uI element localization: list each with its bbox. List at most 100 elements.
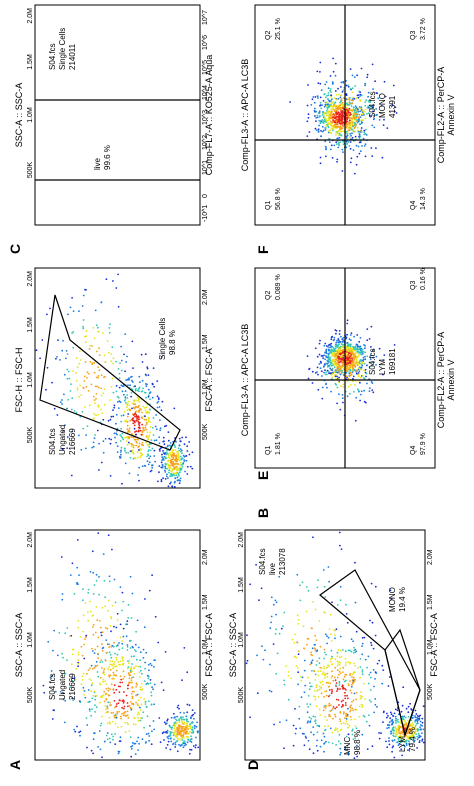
event-dot	[133, 407, 135, 409]
event-dot	[416, 715, 419, 717]
event-dot	[79, 384, 81, 387]
event-dot	[394, 106, 397, 109]
event-dot	[359, 381, 361, 384]
event-dot	[181, 726, 184, 728]
event-dot	[335, 706, 338, 708]
event-dot	[68, 635, 71, 638]
event-dot	[127, 687, 129, 690]
event-dot	[355, 698, 357, 701]
event-dot	[349, 673, 352, 675]
event-dot	[312, 715, 315, 718]
event-dot	[96, 429, 99, 432]
event-dot	[176, 706, 179, 709]
event-dot	[162, 689, 165, 691]
event-dot	[149, 398, 151, 400]
event-dot	[131, 681, 134, 684]
event-dot	[170, 473, 173, 476]
event-dot	[126, 721, 129, 724]
event-dot	[154, 425, 157, 428]
event-dot	[130, 748, 133, 750]
event-dot	[159, 419, 161, 421]
event-dot	[353, 109, 355, 112]
event-dot	[147, 374, 150, 376]
event-dot	[152, 367, 155, 369]
panel-d-count: 213078	[278, 548, 287, 575]
event-dot	[49, 307, 51, 310]
event-dot	[354, 125, 357, 128]
event-dot	[114, 436, 116, 439]
event-dot	[354, 113, 357, 115]
event-dot	[189, 465, 192, 468]
event-dot	[150, 703, 153, 706]
event-dot	[110, 683, 113, 686]
event-dot	[165, 457, 168, 460]
event-dot	[135, 682, 138, 685]
event-dot	[116, 653, 119, 656]
event-dot	[339, 141, 342, 144]
event-dot	[105, 278, 108, 281]
event-dot	[77, 651, 80, 654]
event-dot	[134, 643, 137, 646]
event-dot	[108, 437, 111, 440]
event-dot	[192, 745, 195, 747]
event-dot	[249, 583, 252, 586]
event-dot	[115, 665, 118, 668]
event-dot	[295, 665, 298, 667]
event-dot	[361, 374, 364, 377]
event-dot	[136, 396, 139, 399]
event-dot	[123, 675, 126, 678]
event-dot	[134, 457, 137, 460]
event-dot	[163, 425, 166, 428]
event-dot	[308, 682, 311, 684]
event-dot	[124, 396, 127, 398]
event-dot	[75, 379, 78, 382]
event-dot	[362, 119, 364, 122]
event-dot	[337, 351, 340, 354]
event-dot	[169, 444, 171, 447]
event-dot	[357, 120, 360, 123]
event-dot	[93, 732, 96, 735]
event-dot	[119, 434, 122, 437]
event-dot	[167, 737, 170, 740]
event-dot	[323, 667, 326, 670]
event-dot	[148, 461, 151, 464]
event-dot	[68, 377, 71, 380]
event-dot	[190, 749, 193, 751]
event-dot	[339, 128, 341, 131]
event-dot	[310, 662, 313, 665]
event-dot	[71, 679, 74, 682]
event-dot	[374, 80, 376, 83]
event-dot	[93, 413, 95, 415]
event-dot	[148, 457, 151, 460]
event-dot	[146, 412, 149, 415]
event-dot	[108, 351, 110, 354]
event-dot	[336, 143, 338, 146]
event-dot	[76, 581, 78, 584]
event-dot	[326, 102, 329, 104]
event-dot	[127, 672, 130, 674]
panel-d-mnc-percent: 98.8 %	[353, 730, 362, 755]
event-dot	[182, 735, 185, 737]
event-dot	[129, 408, 131, 411]
event-dot	[373, 114, 375, 117]
event-dot	[67, 398, 70, 401]
event-dot	[98, 682, 101, 685]
event-dot	[306, 721, 309, 724]
event-dot	[332, 360, 334, 363]
event-dot	[174, 734, 177, 737]
event-dot	[334, 360, 336, 363]
event-dot	[347, 753, 350, 756]
event-dot	[351, 368, 354, 371]
event-dot	[314, 347, 317, 350]
event-dot	[131, 696, 134, 698]
event-dot	[311, 370, 314, 373]
event-dot	[182, 746, 185, 749]
event-dot	[121, 591, 124, 594]
event-dot	[66, 353, 69, 355]
event-dot	[127, 430, 130, 433]
event-dot	[136, 438, 139, 440]
event-dot	[358, 370, 361, 372]
event-dot	[87, 701, 90, 703]
event-dot	[84, 638, 86, 640]
event-dot	[347, 84, 349, 87]
